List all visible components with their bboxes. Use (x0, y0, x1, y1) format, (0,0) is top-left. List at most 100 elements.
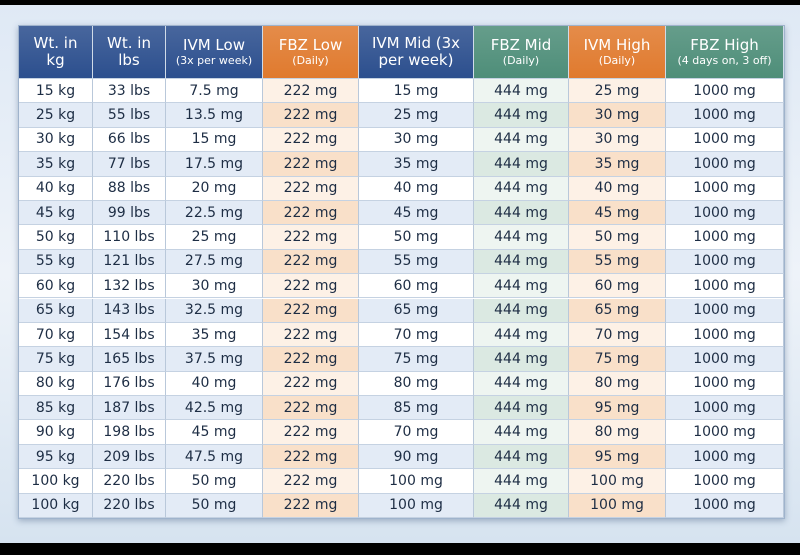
table-cell: 1000 mg (666, 298, 784, 323)
table-cell: 80 kg (19, 371, 93, 397)
table-cell: 35 kg (19, 152, 93, 177)
table-cell: 220 lbs (93, 469, 166, 494)
table-cell: 222 mg (263, 469, 359, 494)
header-line: Wt. in (33, 34, 78, 52)
table-cell: 15 kg (19, 79, 93, 104)
table-cell: 100 kg (19, 493, 93, 518)
dosage-table: Wt. in kg Wt. in lbs IVM Low (3x per week) FBZ… (18, 25, 785, 519)
table-cell: 95 mg (569, 444, 666, 470)
header-line: Wt. in (107, 34, 151, 52)
table-cell: 35 mg (166, 322, 263, 348)
header-line: FBZ Low (278, 35, 343, 54)
table-cell: 1000 mg (666, 127, 784, 153)
table-cell: 60 mg (569, 274, 666, 299)
table-cell: 50 mg (359, 225, 474, 250)
column-header: IVM Mid (3x per week) (359, 26, 474, 79)
column-header: FBZ Low (Daily) (263, 26, 359, 79)
header-line: IVM High (583, 35, 651, 54)
table-cell: 187 lbs (93, 396, 166, 421)
table-cell: 222 mg (263, 347, 359, 372)
table-cell: 60 kg (19, 274, 93, 299)
table-cell: 1000 mg (666, 200, 784, 226)
table-cell: 1000 mg (666, 225, 784, 250)
header-line: IVM Mid (3x (371, 34, 461, 52)
table-cell: 154 lbs (93, 322, 166, 348)
table-cell: 30 mg (569, 103, 666, 128)
table-cell: 1000 mg (666, 371, 784, 397)
table-cell: 100 mg (359, 469, 474, 494)
table-cell: 50 kg (19, 225, 93, 250)
header-line: (Daily) (598, 53, 636, 67)
header-line: (Daily) (292, 53, 329, 67)
table-cell: 40 kg (19, 176, 93, 201)
column-header: Wt. in kg (19, 26, 93, 79)
table-cell: 444 mg (474, 200, 569, 226)
table-cell: 45 mg (166, 420, 263, 445)
table-cell: 80 mg (569, 371, 666, 397)
table-cell: 121 lbs (93, 249, 166, 275)
table-cell: 17.5 mg (166, 152, 263, 177)
table-cell: 37.5 mg (166, 347, 263, 372)
header-line: per week) (378, 51, 454, 69)
table-cell: 75 mg (569, 347, 666, 372)
table-cell: 444 mg (474, 103, 569, 128)
table-cell: 70 mg (569, 322, 666, 348)
table-cell: 95 mg (569, 396, 666, 421)
table-cell: 165 lbs (93, 347, 166, 372)
table-cell: 222 mg (263, 152, 359, 177)
table-cell: 55 kg (19, 249, 93, 275)
table-cell: 30 mg (359, 127, 474, 153)
table-cell: 45 kg (19, 200, 93, 226)
table-cell: 77 lbs (93, 152, 166, 177)
table-cell: 70 kg (19, 322, 93, 348)
table-cell: 25 mg (359, 103, 474, 128)
table-cell: 60 mg (359, 274, 474, 299)
table-cell: 1000 mg (666, 396, 784, 421)
table-cell: 50 mg (569, 225, 666, 250)
table-cell: 66 lbs (93, 127, 166, 153)
header-line: (4 days on, 3 off) (677, 53, 772, 67)
table-cell: 1000 mg (666, 103, 784, 128)
table-cell: 50 mg (166, 493, 263, 518)
table-cell: 30 mg (569, 127, 666, 153)
table-cell: 80 mg (359, 371, 474, 397)
table-cell: 70 mg (359, 322, 474, 348)
table-cell: 1000 mg (666, 347, 784, 372)
table-cell: 1000 mg (666, 444, 784, 470)
table-cell: 1000 mg (666, 152, 784, 177)
header-line: FBZ High (690, 35, 759, 54)
table-cell: 222 mg (263, 200, 359, 226)
table-cell: 15 mg (359, 79, 474, 104)
table-cell: 45 mg (569, 200, 666, 226)
table-cell: 100 kg (19, 469, 93, 494)
table-cell: 25 mg (569, 79, 666, 104)
table-cell: 222 mg (263, 103, 359, 128)
table-cell: 110 lbs (93, 225, 166, 250)
table-cell: 444 mg (474, 371, 569, 397)
table-cell: 50 mg (166, 469, 263, 494)
table-cell: 55 lbs (93, 103, 166, 128)
table-cell: 45 mg (359, 200, 474, 226)
header-line: kg (46, 51, 65, 69)
column-header: FBZ High (4 days on, 3 off) (666, 26, 784, 79)
table-cell: 65 mg (359, 298, 474, 323)
table-cell: 132 lbs (93, 274, 166, 299)
table-cell: 222 mg (263, 396, 359, 421)
table-cell: 444 mg (474, 274, 569, 299)
table-cell: 444 mg (474, 322, 569, 348)
table-cell: 30 mg (166, 274, 263, 299)
table-cell: 25 mg (166, 225, 263, 250)
table-cell: 444 mg (474, 396, 569, 421)
table-cell: 40 mg (166, 371, 263, 397)
table-cell: 100 mg (359, 493, 474, 518)
table-cell: 444 mg (474, 493, 569, 518)
column-header: IVM High (Daily) (569, 26, 666, 79)
table-cell: 27.5 mg (166, 249, 263, 275)
table-cell: 176 lbs (93, 371, 166, 397)
column-header: IVM Low (3x per week) (166, 26, 263, 79)
table-cell: 100 mg (569, 493, 666, 518)
table-cell: 35 mg (359, 152, 474, 177)
table-cell: 444 mg (474, 298, 569, 323)
table-cell: 444 mg (474, 347, 569, 372)
table-cell: 15 mg (166, 127, 263, 153)
